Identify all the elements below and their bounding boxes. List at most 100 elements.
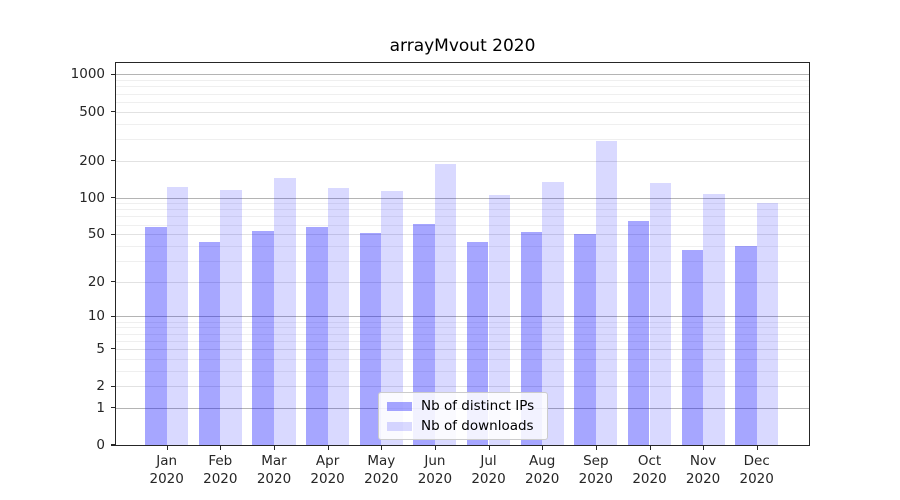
x-tick-label-year: 2020 <box>632 471 667 488</box>
x-tick-label: Feb 2020 <box>188 452 252 488</box>
y-tick-mark <box>111 196 115 199</box>
plot-area <box>115 62 810 446</box>
bar-distinct-ips-dec <box>735 245 757 445</box>
x-tick-label: May 2020 <box>349 452 413 488</box>
y-tick-label: 50 <box>87 226 105 243</box>
x-tick-mark <box>756 446 758 450</box>
bar-distinct-ips-nov <box>681 249 704 445</box>
x-tick-label: Dec 2020 <box>725 452 789 488</box>
legend-swatch-distinct-ips <box>387 401 412 411</box>
gridline-7 <box>116 333 809 335</box>
gridline-400 <box>116 123 809 125</box>
x-tick-label-year: 2020 <box>310 471 345 488</box>
gridline-70 <box>116 216 809 218</box>
legend-label-downloads: Nb of downloads <box>421 418 534 434</box>
bar-downloads-sep <box>595 141 618 445</box>
bar-downloads-jun <box>434 164 457 445</box>
x-tick-label-year: 2020 <box>739 471 774 488</box>
bar-downloads-dec <box>756 203 779 445</box>
gridline-2 <box>116 386 809 388</box>
bar-distinct-ips-sep <box>574 234 596 445</box>
gridline-6 <box>116 340 809 342</box>
legend-row-downloads: Nb of downloads <box>387 418 539 434</box>
x-tick-label: Jan 2020 <box>135 452 199 488</box>
gridline-40 <box>116 245 809 247</box>
y-tick-mark <box>111 385 115 387</box>
gridline-60 <box>116 224 809 226</box>
y-tick-label: 0 <box>96 437 105 453</box>
bar-downloads-mar <box>274 178 296 445</box>
gridline-5 <box>116 348 809 350</box>
bar-downloads-may <box>381 190 403 445</box>
x-tick-mark <box>327 446 329 450</box>
gridline-20 <box>116 281 809 283</box>
bar-downloads-aug <box>542 181 564 445</box>
x-tick-label-year: 2020 <box>417 471 453 488</box>
bar-downloads-jan <box>166 186 189 445</box>
bar-downloads-feb <box>220 189 242 445</box>
x-tick-mark <box>220 446 222 450</box>
bar-distinct-ips-apr <box>306 227 328 445</box>
chart-title: arrayMvout 2020 <box>389 36 536 56</box>
x-tick-label: Jun 2020 <box>403 452 467 488</box>
x-tick-label-year: 2020 <box>256 471 292 488</box>
y-tick-mark <box>111 444 115 446</box>
x-tick-label-year: 2020 <box>149 471 184 488</box>
y-tick-label: 200 <box>79 152 105 169</box>
legend-row-distinct-ips: Nb of distinct IPs <box>387 398 539 414</box>
gridline-100 <box>116 197 809 199</box>
x-tick-mark <box>434 446 437 450</box>
y-tick-mark <box>111 233 115 235</box>
y-tick-label: 5 <box>96 340 105 357</box>
gridline-9 <box>116 321 809 323</box>
bar-downloads-nov <box>703 194 725 445</box>
y-tick-label: 1000 <box>70 66 105 83</box>
x-tick-label-year: 2020 <box>364 471 399 488</box>
x-tick-label: Aug 2020 <box>510 452 574 488</box>
y-tick-label: 1 <box>96 399 105 416</box>
x-tick-label: Jul 2020 <box>457 452 521 488</box>
x-tick-label: Mar 2020 <box>242 452 306 488</box>
y-tick-label: 500 <box>79 103 105 120</box>
y-tick-mark <box>111 348 115 350</box>
gridline-700 <box>116 93 809 95</box>
y-tick-label: 10 <box>87 308 105 325</box>
gridline-3 <box>116 370 809 372</box>
y-tick-mark <box>111 111 115 113</box>
y-tick-label: 20 <box>87 273 105 290</box>
gridline-600 <box>116 101 809 103</box>
legend-label-distinct-ips: Nb of distinct IPs <box>421 398 535 414</box>
x-tick-mark <box>381 446 383 450</box>
y-tick-mark <box>111 73 115 75</box>
gridline-50 <box>116 234 809 236</box>
legend-swatch-downloads <box>387 421 412 431</box>
gridline-800 <box>116 86 809 88</box>
bar-distinct-ips-feb <box>198 242 221 445</box>
bar-distinct-ips-aug <box>520 232 543 445</box>
x-tick-label-year: 2020 <box>685 471 721 488</box>
legend: Nb of distinct IPs Nb of downloads <box>378 392 548 440</box>
gridline-8 <box>116 327 809 329</box>
y-tick-label: 2 <box>96 378 105 395</box>
bar-distinct-ips-jun <box>413 223 435 445</box>
x-tick-label-year: 2020 <box>203 471 238 488</box>
x-tick-mark <box>166 446 168 450</box>
y-tick-mark <box>111 160 115 162</box>
x-tick-label: Apr 2020 <box>296 452 360 488</box>
gridline-90 <box>116 203 809 205</box>
gridline-80 <box>116 209 809 211</box>
y-tick-mark <box>111 407 115 409</box>
gridline-200 <box>116 160 809 162</box>
gridline-300 <box>116 138 809 140</box>
gridline-4 <box>116 358 809 360</box>
y-tick-label: 100 <box>79 189 105 206</box>
gridline-500 <box>116 111 809 113</box>
gridline-900 <box>116 80 809 82</box>
x-tick-mark <box>488 446 490 450</box>
x-tick-mark <box>542 446 544 450</box>
y-tick-mark <box>111 281 115 283</box>
bar-distinct-ips-mar <box>252 231 274 445</box>
bar-distinct-ips-may <box>359 233 382 445</box>
bar-downloads-oct <box>649 182 672 445</box>
x-tick-mark <box>649 446 651 450</box>
